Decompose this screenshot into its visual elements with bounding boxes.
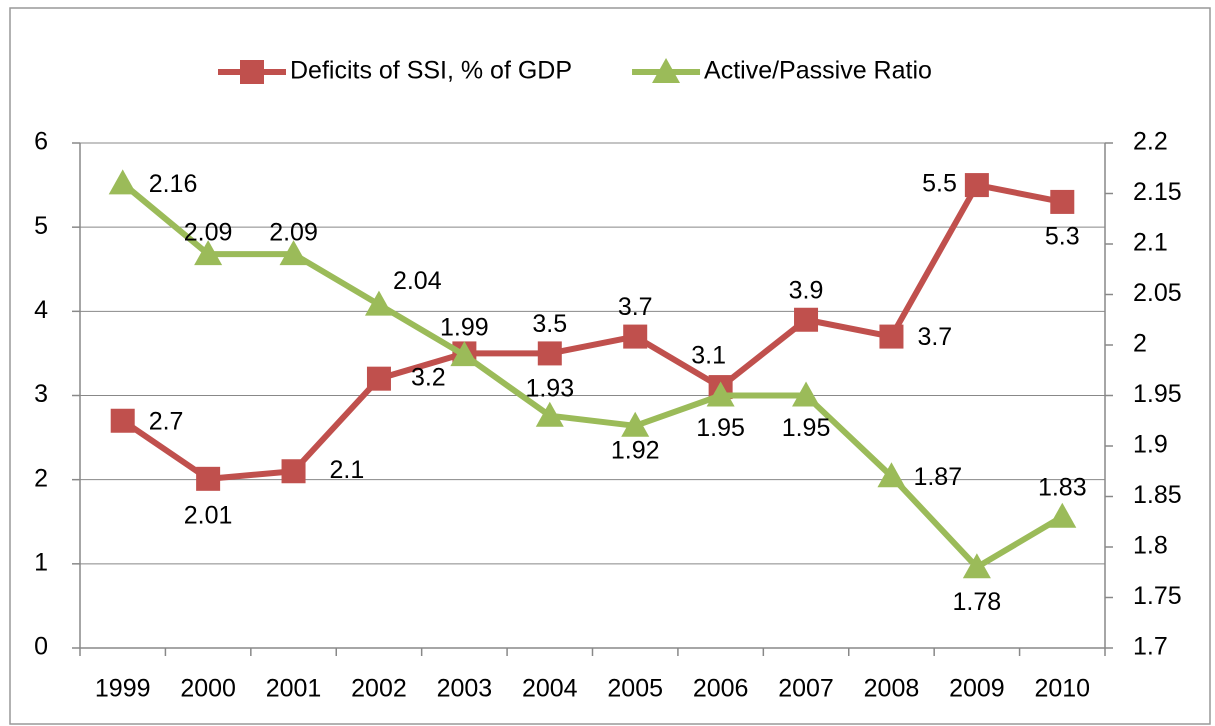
- data-label: 2.1: [330, 456, 365, 484]
- legend-label: Deficits of SSI, % of GDP: [290, 57, 572, 85]
- y2-tick-label: 2.05: [1133, 279, 1182, 307]
- x-tick-label: 2007: [778, 675, 834, 703]
- data-label: 2.09: [184, 219, 233, 247]
- point: [281, 459, 306, 484]
- x-tick-label: 1999: [95, 675, 151, 703]
- series-line: [120, 181, 1064, 571]
- y-tick-label: 4: [34, 296, 48, 324]
- point: [366, 366, 391, 391]
- y2-tick-label: 1.95: [1133, 380, 1182, 408]
- x-tick-label: 2000: [180, 675, 236, 703]
- legend-marker: [652, 58, 681, 83]
- data-label: 1.99: [440, 314, 489, 342]
- legend-marker: [240, 60, 264, 84]
- data-label: 1.78: [953, 588, 1002, 616]
- y2-tick-label: 2.1: [1133, 229, 1168, 257]
- x-tick-label: 2008: [864, 675, 920, 703]
- y2-tick-label: 1.8: [1133, 532, 1168, 560]
- y2-tick-label: 2.2: [1133, 128, 1168, 156]
- x-tick-label: 2001: [266, 675, 322, 703]
- data-label: 1.92: [611, 436, 660, 464]
- data-label: 5.5: [922, 170, 957, 198]
- point: [196, 466, 221, 491]
- point: [792, 381, 821, 407]
- point: [535, 401, 564, 427]
- point: [623, 324, 648, 349]
- data-label: 2.01: [184, 501, 233, 529]
- x-tick-label: 2010: [1034, 675, 1090, 703]
- series-line: [121, 182, 1063, 482]
- data-label: 1.93: [525, 374, 574, 402]
- data-label: 3.2: [411, 363, 446, 391]
- x-tick-label: 2002: [351, 675, 407, 703]
- data-label: 2.04: [393, 267, 442, 295]
- point: [964, 173, 989, 198]
- data-label: 1.87: [913, 463, 962, 491]
- data-label: 3.1: [691, 342, 726, 370]
- y-tick-label: 6: [34, 128, 48, 156]
- y2-tick-label: 1.85: [1133, 481, 1182, 509]
- y-tick-label: 5: [34, 212, 48, 240]
- legend-label: Active/Passive Ratio: [704, 57, 932, 85]
- y2-tick-label: 1.7: [1133, 633, 1168, 661]
- point: [1048, 502, 1077, 528]
- point: [962, 553, 991, 579]
- y2-tick-label: 1.9: [1133, 431, 1168, 459]
- x-tick-label: 2009: [949, 675, 1005, 703]
- data-label: 3.7: [618, 293, 653, 321]
- data-label: 2.16: [149, 170, 198, 198]
- data-label: 5.3: [1045, 223, 1080, 251]
- x-tick-label: 2004: [522, 675, 578, 703]
- data-label: 3.5: [532, 310, 567, 338]
- chart-frame: [9, 7, 1211, 725]
- point: [108, 169, 137, 195]
- data-label: 2.7: [149, 407, 184, 435]
- point: [450, 341, 479, 367]
- data-label: 3.9: [789, 276, 824, 304]
- data-label: 1.95: [696, 414, 745, 442]
- point: [110, 408, 135, 433]
- y2-tick-label: 1.75: [1133, 582, 1182, 610]
- point: [1050, 189, 1075, 214]
- y2-tick-label: 2: [1133, 330, 1147, 358]
- point: [621, 411, 650, 437]
- point: [279, 240, 308, 266]
- point: [877, 462, 906, 488]
- x-tick-label: 2006: [693, 675, 749, 703]
- data-label: 3.7: [917, 323, 952, 351]
- data-label: 1.95: [782, 414, 831, 442]
- x-tick-label: 2003: [437, 675, 493, 703]
- y-tick-label: 3: [34, 380, 48, 408]
- point: [364, 290, 393, 316]
- point: [194, 240, 223, 266]
- point: [706, 381, 735, 407]
- point: [537, 341, 562, 366]
- y2-tick-label: 2.15: [1133, 178, 1182, 206]
- x-tick-label: 2005: [607, 675, 663, 703]
- point: [879, 324, 904, 349]
- data-label: 2.09: [269, 219, 318, 247]
- y-tick-label: 2: [34, 464, 48, 492]
- y-tick-label: 1: [34, 548, 48, 576]
- y-tick-label: 0: [34, 633, 48, 661]
- point: [794, 307, 819, 332]
- data-label: 1.83: [1038, 473, 1087, 501]
